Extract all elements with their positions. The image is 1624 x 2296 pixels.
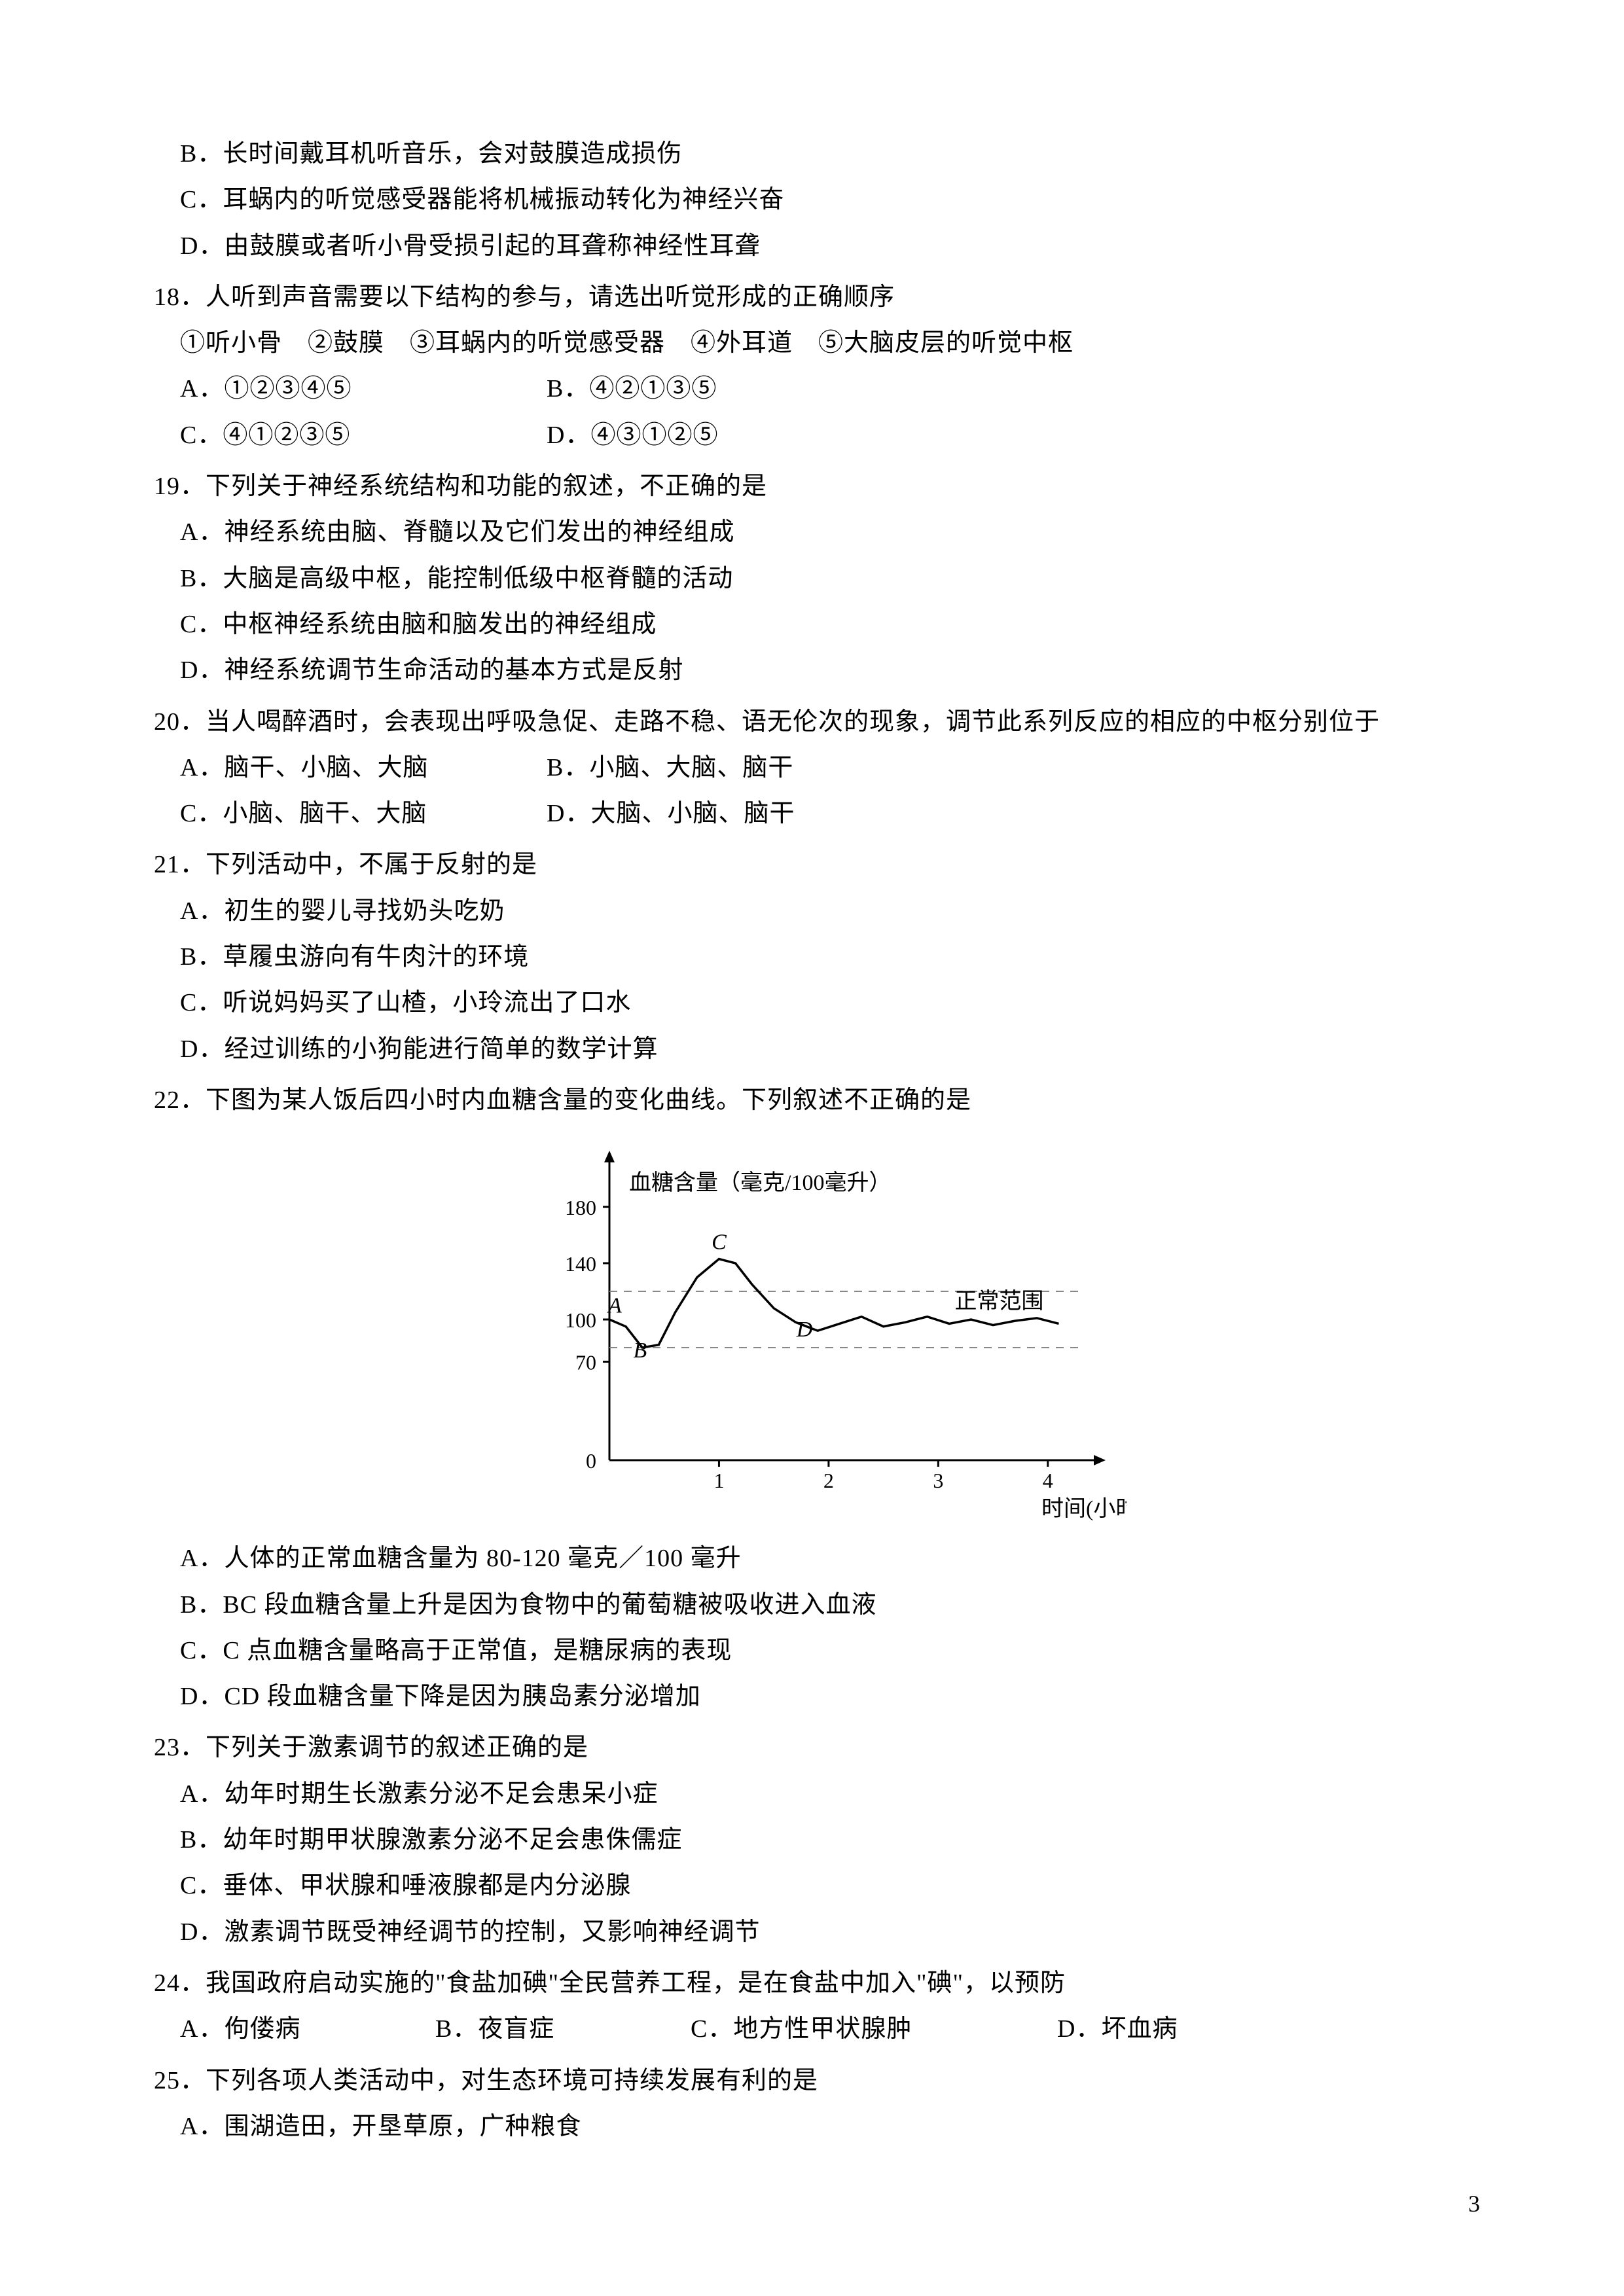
option-B: B．夜盲症	[435, 2006, 691, 2052]
option-C: C．地方性甲状腺肿	[691, 2006, 1057, 2052]
svg-text:C: C	[712, 1230, 727, 1255]
option-A: A．神经系统由脑、脊髓以及它们发出的神经组成	[124, 509, 1500, 555]
option-D: D．大脑、小脑、脑干	[547, 791, 795, 836]
pre-question-options: B．长时间戴耳机听音乐，会对鼓膜造成损伤 C．耳蜗内的听觉感受器能将机械振动转化…	[124, 131, 1500, 269]
chart-svg: 0 70 100 140 180 1 2 3 4 AB C D 血糖含量（毫克/100毫升） 时间(小时)…	[498, 1133, 1127, 1526]
option-C: C．听说妈妈买了山楂，小玲流出了口水	[124, 980, 1500, 1026]
svg-text:0: 0	[586, 1449, 596, 1473]
svg-text:正常范围: 正常范围	[954, 1289, 1043, 1314]
option-D: D．坏血病	[1057, 2006, 1312, 2052]
option-D: D．CD 段血糖含量下降是因为胰岛素分泌增加	[124, 1674, 1500, 1719]
option-D: D．神经系统调节生命活动的基本方式是反射	[124, 647, 1500, 693]
blood-sugar-chart: 0 70 100 140 180 1 2 3 4 AB C D 血糖含量（毫克/100毫升） 时间(小时)…	[498, 1133, 1127, 1526]
page-number: 3	[1468, 2190, 1480, 2217]
question-stem: 22．下图为某人饭后四小时内血糖含量的变化曲线。下列叙述不正确的是	[124, 1077, 1500, 1123]
svg-text:D: D	[795, 1318, 812, 1342]
svg-text:70: 70	[575, 1351, 596, 1374]
svg-text:B: B	[633, 1338, 647, 1363]
question-stem: 21．下列活动中，不属于反射的是	[124, 842, 1500, 888]
question-stem: 23．下列关于激素调节的叙述正确的是	[124, 1725, 1500, 1770]
question-stem: 25．下列各项人类活动中，对生态环境可持续发展有利的是	[124, 2058, 1500, 2104]
option-B: B．草履虫游向有牛肉汁的环境	[124, 934, 1500, 980]
svg-text:血糖含量（毫克/100毫升）: 血糖含量（毫克/100毫升）	[629, 1170, 891, 1195]
option-A: A．①②③④⑤	[180, 366, 547, 412]
option-D: D．经过训练的小狗能进行简单的数学计算	[124, 1026, 1500, 1072]
option-D: D．④③①②⑤	[547, 412, 718, 458]
option-A: A．脑干、小脑、大脑	[180, 745, 547, 791]
option-B: B．小脑、大脑、脑干	[547, 745, 793, 791]
svg-text:100: 100	[565, 1308, 596, 1332]
option-A: A．围湖造田，开垦草原，广种粮食	[124, 2104, 1500, 2149]
option-row-1: A．①②③④⑤ B．④②①③⑤	[124, 366, 1500, 412]
question-stem: 19．下列关于神经系统结构和功能的叙述，不正确的是	[124, 463, 1500, 509]
option-C: C．C 点血糖含量略高于正常值，是糖尿病的表现	[124, 1628, 1500, 1674]
option-D: D．激素调节既受神经调节的控制，又影响神经调节	[124, 1909, 1500, 1955]
svg-text:1: 1	[713, 1469, 724, 1492]
option-B: B．长时间戴耳机听音乐，会对鼓膜造成损伤	[124, 131, 1500, 177]
svg-text:2: 2	[823, 1469, 833, 1492]
option-C: C．耳蜗内的听觉感受器能将机械振动转化为神经兴奋	[124, 177, 1500, 223]
option-row-1: A．脑干、小脑、大脑 B．小脑、大脑、脑干	[124, 745, 1500, 791]
svg-text:时间(小时): 时间(小时)	[1041, 1497, 1127, 1521]
option-C: C．中枢神经系统由脑和脑发出的神经组成	[124, 601, 1500, 647]
option-A: A．幼年时期生长激素分泌不足会患呆小症	[124, 1771, 1500, 1817]
question-stem: 24．我国政府启动实施的"食盐加碘"全民营养工程，是在食盐中加入"碘"，以预防	[124, 1960, 1500, 2006]
question-20: 20．当人喝醉酒时，会表现出呼吸急促、走路不稳、语无伦次的现象，调节此系列反应的…	[124, 699, 1500, 837]
question-19: 19．下列关于神经系统结构和功能的叙述，不正确的是 A．神经系统由脑、脊髓以及它…	[124, 463, 1500, 693]
option-row: A．佝偻病 B．夜盲症 C．地方性甲状腺肿 D．坏血病	[124, 2006, 1500, 2052]
option-row-2: C．小脑、脑干、大脑 D．大脑、小脑、脑干	[124, 791, 1500, 836]
question-21: 21．下列活动中，不属于反射的是 A．初生的婴儿寻找奶头吃奶 B．草履虫游向有牛…	[124, 842, 1500, 1071]
option-B: B．大脑是高级中枢，能控制低级中枢脊髓的活动	[124, 556, 1500, 601]
question-stem: 20．当人喝醉酒时，会表现出呼吸急促、走路不稳、语无伦次的现象，调节此系列反应的…	[124, 699, 1500, 745]
option-B: B．幼年时期甲状腺激素分泌不足会患侏儒症	[124, 1817, 1500, 1863]
option-A: A．佝偻病	[180, 2006, 435, 2052]
question-23: 23．下列关于激素调节的叙述正确的是 A．幼年时期生长激素分泌不足会患呆小症 B…	[124, 1725, 1500, 1954]
question-25: 25．下列各项人类活动中，对生态环境可持续发展有利的是 A．围湖造田，开垦草原，…	[124, 2058, 1500, 2150]
svg-text:A: A	[606, 1293, 621, 1318]
option-B: B．④②①③⑤	[547, 366, 717, 412]
svg-text:140: 140	[565, 1252, 596, 1276]
question-24: 24．我国政府启动实施的"食盐加碘"全民营养工程，是在食盐中加入"碘"，以预防 …	[124, 1960, 1500, 2053]
option-C: C．小脑、脑干、大脑	[180, 791, 547, 836]
question-sub: ①听小骨 ②鼓膜 ③耳蜗内的听觉感受器 ④外耳道 ⑤大脑皮层的听觉中枢	[124, 320, 1500, 366]
question-18: 18．人听到声音需要以下结构的参与，请选出听觉形成的正确顺序 ①听小骨 ②鼓膜 …	[124, 274, 1500, 458]
option-A: A．人体的正常血糖含量为 80-120 毫克／100 毫升	[124, 1535, 1500, 1581]
option-D: D．由鼓膜或者听小骨受损引起的耳聋称神经性耳聋	[124, 223, 1500, 269]
question-22: 22．下图为某人饭后四小时内血糖含量的变化曲线。下列叙述不正确的是 0 70 100…	[124, 1077, 1500, 1719]
question-stem: 18．人听到声音需要以下结构的参与，请选出听觉形成的正确顺序	[124, 274, 1500, 320]
option-C: C．垂体、甲状腺和唾液腺都是内分泌腺	[124, 1863, 1500, 1909]
option-B: B．BC 段血糖含量上升是因为食物中的葡萄糖被吸收进入血液	[124, 1582, 1500, 1628]
svg-text:3: 3	[933, 1469, 943, 1492]
chart-container: 0 70 100 140 180 1 2 3 4 AB C D 血糖含量（毫克/100毫升） 时间(小时)…	[124, 1133, 1500, 1526]
option-A: A．初生的婴儿寻找奶头吃奶	[124, 888, 1500, 934]
option-row-2: C．④①②③⑤ D．④③①②⑤	[124, 412, 1500, 458]
option-C: C．④①②③⑤	[180, 412, 547, 458]
svg-text:180: 180	[565, 1196, 596, 1219]
svg-text:4: 4	[1042, 1469, 1053, 1492]
